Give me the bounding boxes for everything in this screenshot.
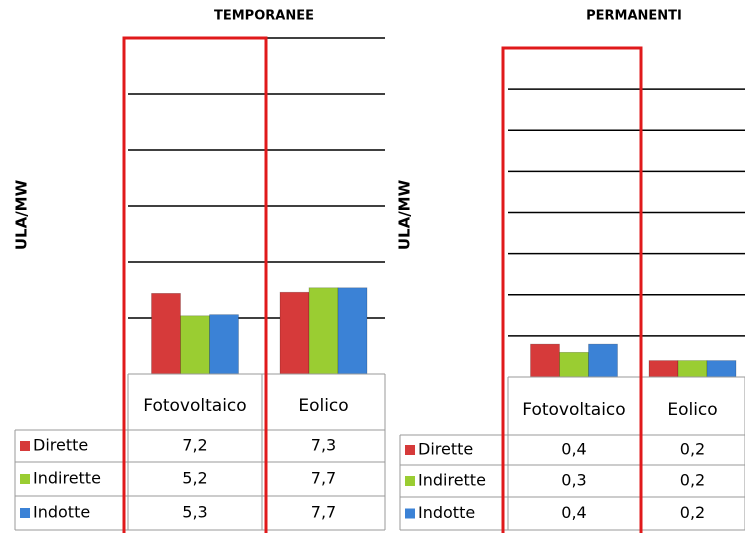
table-value: 0,3 [561, 471, 586, 490]
bar [677, 360, 708, 378]
bar [337, 287, 368, 375]
category-label: Fotovoltaico [143, 396, 246, 416]
legend-swatch [20, 474, 30, 484]
table-value: 5,2 [182, 469, 207, 488]
bar [648, 360, 679, 378]
table-value: 7,7 [311, 503, 336, 522]
y-axis-label: ULA/MW [13, 179, 31, 250]
table-value: 0,4 [561, 503, 586, 522]
bar [588, 343, 618, 378]
bar [209, 314, 239, 375]
highlight-box [501, 46, 643, 533]
legend-swatch [405, 476, 415, 486]
legend-label: Dirette [418, 440, 473, 459]
legend-label: Indotte [33, 503, 90, 522]
chart-title: TEMPORANEE [214, 9, 314, 24]
table-value: 0,2 [680, 471, 705, 490]
bar [706, 360, 737, 378]
highlight-box [122, 36, 268, 533]
legend-swatch [405, 508, 415, 519]
bar [559, 351, 589, 378]
legend-label: Indotte [418, 503, 475, 522]
bar [180, 315, 210, 375]
table-value: 7,3 [311, 436, 336, 455]
bar [308, 287, 339, 375]
table-value: 0,4 [561, 440, 586, 459]
category-label: Eolico [298, 396, 348, 416]
table-value: 0,2 [680, 503, 705, 522]
legend-label: Indirette [418, 471, 486, 490]
table-value: 0,2 [680, 440, 705, 459]
table-value: 5,3 [182, 503, 207, 522]
category-label: Fotovoltaico [522, 400, 625, 420]
table-value: 7,2 [182, 436, 207, 455]
legend-swatch [20, 508, 30, 518]
bar [279, 291, 310, 375]
legend-swatch [405, 445, 415, 455]
bar [151, 293, 181, 375]
y-axis-label: ULA/MW [396, 179, 414, 250]
category-label: Eolico [667, 400, 717, 420]
table-value: 7,7 [311, 469, 336, 488]
bar [530, 343, 560, 378]
legend-swatch [20, 441, 30, 451]
legend-label: Dirette [33, 436, 88, 455]
legend-label: Indirette [33, 469, 101, 488]
chart-title: PERMANENTI [586, 9, 682, 24]
